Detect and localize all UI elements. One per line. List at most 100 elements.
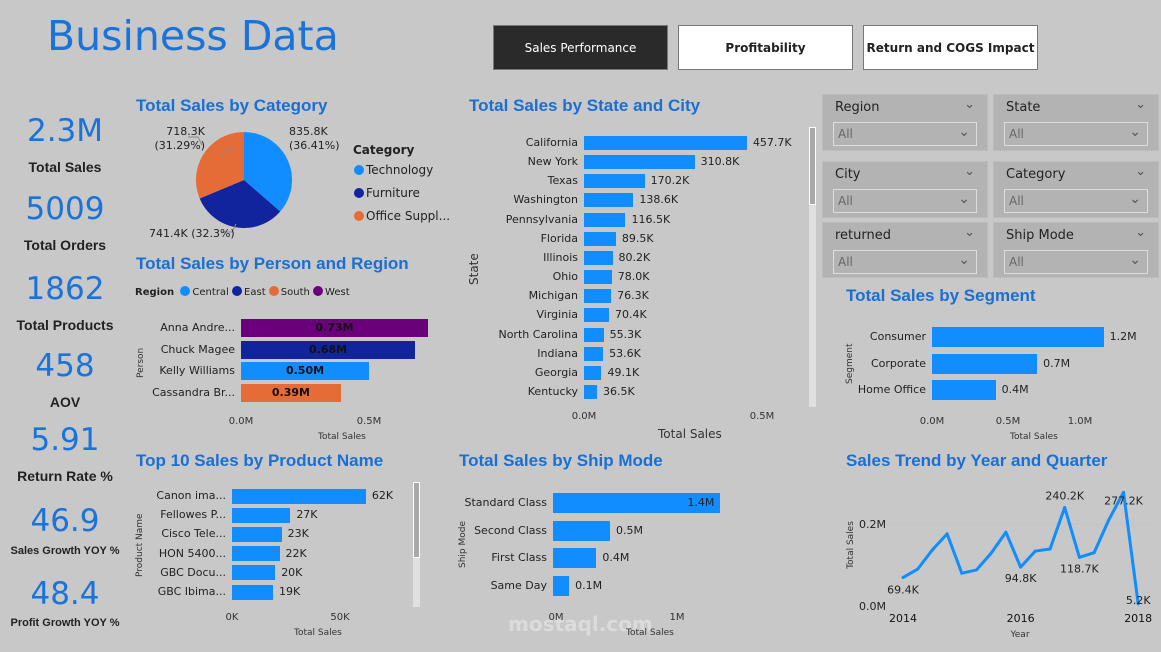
- chevron-down-icon[interactable]: ⌄: [1135, 225, 1146, 240]
- state-bar[interactable]: [584, 174, 645, 189]
- trend-point: [930, 548, 934, 552]
- shipmode-data-label: 1.4M: [687, 496, 715, 509]
- legend-item-office-supplies[interactable]: Office Suppl...: [354, 209, 450, 223]
- chevron-down-icon[interactable]: ⌄: [1135, 164, 1146, 179]
- shipmode-data-label: 0.5M: [616, 523, 644, 537]
- product-bar[interactable]: [232, 565, 276, 581]
- slicer-label: State: [1006, 100, 1041, 115]
- state-bar[interactable]: [584, 384, 597, 399]
- shipmode-bar[interactable]: [553, 548, 597, 569]
- slicer-dropdown[interactable]: All ⌄: [1004, 189, 1148, 213]
- region-legend: Region Central East South West: [135, 286, 350, 298]
- kpi-total-orders-label: Total Orders: [23, 237, 107, 253]
- slicer-dropdown[interactable]: All ⌄: [833, 122, 977, 146]
- legend-south[interactable]: South: [280, 287, 310, 298]
- person-bar[interactable]: [241, 340, 416, 359]
- slicer-dropdown[interactable]: All ⌄: [1004, 122, 1148, 146]
- chevron-down-icon[interactable]: ⌄: [1135, 97, 1146, 112]
- legend-central[interactable]: Central: [192, 287, 229, 298]
- product-data-label: 62K: [371, 489, 394, 502]
- person-bar[interactable]: [241, 319, 428, 337]
- slicer-dropdown[interactable]: All ⌄: [1004, 250, 1148, 274]
- person-category-label: Chuck Magee: [160, 342, 235, 356]
- state-data-label: 89.5K: [621, 231, 654, 245]
- person-bar[interactable]: [241, 362, 369, 381]
- slicer-dropdown[interactable]: All ⌄: [833, 250, 977, 274]
- state-bar[interactable]: [584, 327, 604, 342]
- trend-point: [1004, 530, 1008, 534]
- state-bar[interactable]: [584, 289, 612, 304]
- chevron-down-icon[interactable]: ⌄: [964, 164, 975, 179]
- trend-x-tick: 2018: [1124, 612, 1152, 625]
- state-bar[interactable]: [584, 231, 616, 246]
- state-bar[interactable]: [584, 212, 626, 227]
- legend-dot-icon: [354, 188, 364, 198]
- product-bar[interactable]: [232, 526, 282, 542]
- trend-point: [1136, 602, 1140, 606]
- person-bar[interactable]: [241, 384, 341, 403]
- product-data-label: 22K: [285, 546, 307, 560]
- legend-label: Office Suppl...: [366, 209, 451, 223]
- chevron-down-icon[interactable]: ⌄: [964, 225, 975, 240]
- slicer-value: All: [1009, 194, 1024, 208]
- product-bar[interactable]: [232, 584, 274, 600]
- legend-item-furniture[interactable]: Furniture: [354, 186, 420, 200]
- legend-west[interactable]: West: [325, 287, 350, 298]
- state-chart-scrollbar[interactable]: [809, 127, 816, 407]
- scrollbar-thumb[interactable]: [809, 127, 816, 205]
- slicer-dropdown[interactable]: All ⌄: [833, 189, 977, 213]
- nav-return-cogs-button[interactable]: Return and COGS Impact: [863, 25, 1038, 70]
- person-data-label: 0.73M: [315, 321, 354, 334]
- state-bar[interactable]: [584, 365, 602, 380]
- state-bar[interactable]: [584, 193, 634, 208]
- state-chart-title: Total Sales by State and City: [469, 96, 701, 115]
- state-bar[interactable]: [584, 155, 695, 170]
- state-bar[interactable]: [584, 250, 613, 265]
- shipmode-category-label: Standard Class: [464, 496, 547, 509]
- trend-point: [1077, 555, 1081, 559]
- trend-point: [1048, 547, 1052, 551]
- state-category-label: Indiana: [537, 346, 578, 360]
- segment-bar[interactable]: [932, 380, 996, 400]
- product-chart-scrollbar[interactable]: [413, 482, 420, 607]
- product-bar[interactable]: [232, 507, 291, 523]
- product-bar[interactable]: [232, 488, 366, 504]
- person-x-tick: 0.0M: [228, 416, 254, 427]
- segment-category-label: Consumer: [869, 330, 926, 343]
- state-bar[interactable]: [584, 270, 612, 285]
- legend-item-technology[interactable]: Technology: [354, 163, 433, 177]
- pie-label-technology-pct: (36.41%): [289, 139, 340, 152]
- segment-bar[interactable]: [932, 327, 1104, 347]
- product-category-label: HON 5400...: [158, 546, 226, 560]
- state-bar[interactable]: [584, 136, 747, 150]
- product-bar[interactable]: [232, 546, 280, 562]
- nav-profitability-button[interactable]: Profitability: [678, 25, 853, 70]
- chevron-down-icon[interactable]: ⌄: [964, 97, 975, 112]
- shipmode-bar[interactable]: [553, 520, 611, 541]
- shipmode-bar[interactable]: [553, 575, 570, 596]
- shipmode-bar[interactable]: [553, 493, 721, 513]
- office-leader-line: [188, 136, 203, 146]
- state-y-axis-title: State: [467, 253, 481, 285]
- slicer-label: City: [835, 167, 861, 182]
- pie-slice-technology[interactable]: [244, 132, 292, 212]
- scrollbar-thumb[interactable]: [413, 482, 420, 558]
- trend-data-label: 118.7K: [1060, 562, 1099, 575]
- legend-dot-icon: [180, 286, 191, 296]
- nav-sales-performance-button[interactable]: Sales Performance: [493, 25, 668, 70]
- shipmode-x-axis-title: Total Sales: [626, 628, 674, 638]
- pie-slice-furniture[interactable]: [199, 180, 281, 229]
- kpi-aov-value: 458: [35, 348, 95, 384]
- slicer-label: returned: [835, 228, 891, 243]
- person-chart-title: Total Sales by Person and Region: [136, 254, 409, 273]
- trend-x-tick: 2014: [889, 612, 917, 625]
- person-data-label: 0.50M: [285, 364, 325, 378]
- state-data-label: 78.0K: [617, 270, 650, 284]
- state-bar[interactable]: [584, 346, 604, 361]
- category-pie-chart: [188, 132, 292, 233]
- legend-east[interactable]: East: [244, 287, 266, 298]
- state-bar[interactable]: [584, 308, 610, 323]
- trend-line-chart: 69.4K 94.8K 240.2K 118.7K 277.2K 5.2K 0.0M 0.2M…: [846, 490, 1152, 640]
- product-data-label: 27K: [296, 508, 318, 522]
- segment-bar[interactable]: [932, 353, 1038, 374]
